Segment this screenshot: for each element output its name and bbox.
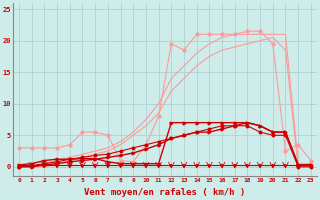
X-axis label: Vent moyen/en rafales ( km/h ): Vent moyen/en rafales ( km/h ) [84, 188, 245, 197]
